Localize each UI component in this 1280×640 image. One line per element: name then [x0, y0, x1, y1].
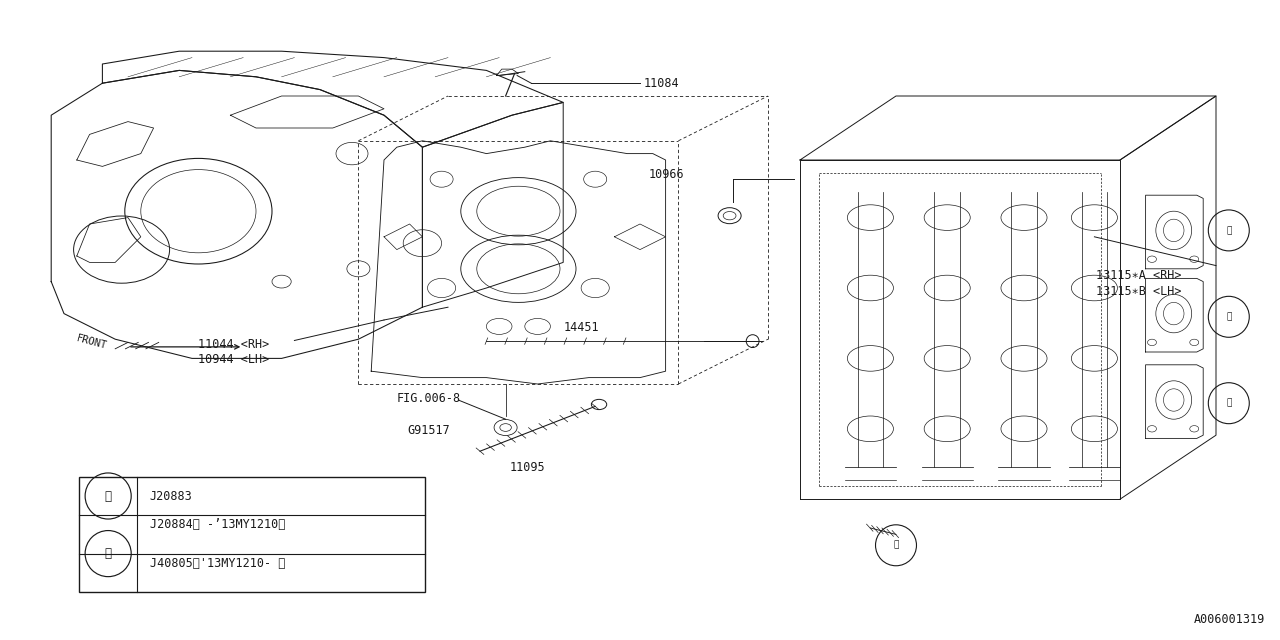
- Text: A006001319: A006001319: [1193, 613, 1265, 626]
- Text: ②: ②: [893, 541, 899, 550]
- Bar: [79, 477, 425, 592]
- Text: G91517: G91517: [407, 424, 449, 436]
- Text: ①: ①: [1226, 226, 1231, 235]
- Text: ①: ①: [105, 490, 111, 502]
- Text: 14451: 14451: [563, 321, 599, 334]
- Text: ②: ②: [105, 547, 111, 560]
- Text: J20883: J20883: [150, 490, 192, 502]
- Text: FRONT: FRONT: [76, 333, 109, 351]
- Text: 11084: 11084: [644, 77, 680, 90]
- Text: J40805（'13MY1210- ）: J40805（'13MY1210- ）: [150, 557, 285, 570]
- Text: ①: ①: [1226, 399, 1231, 408]
- Text: ①: ①: [1226, 312, 1231, 321]
- Text: 11044 <RH>: 11044 <RH>: [198, 338, 270, 351]
- Text: 10966: 10966: [649, 168, 685, 180]
- Text: 10944 <LH>: 10944 <LH>: [198, 353, 270, 366]
- Text: FIG.006-8: FIG.006-8: [397, 392, 461, 404]
- Text: 13115∗A <RH>: 13115∗A <RH>: [1096, 269, 1181, 282]
- Text: 13115∗B <LH>: 13115∗B <LH>: [1096, 285, 1181, 298]
- Text: 11095: 11095: [509, 461, 545, 474]
- Text: J20884（ -’13MY1210）: J20884（ -’13MY1210）: [150, 518, 285, 531]
